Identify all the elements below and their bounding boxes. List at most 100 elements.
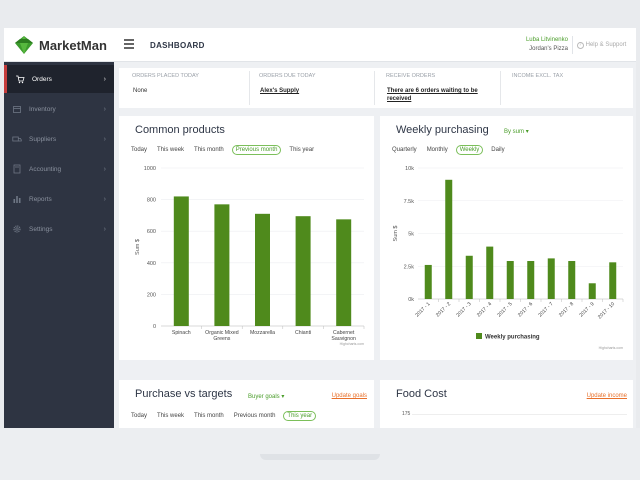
summary-orders-due: ORDERS DUE TODAY Alex's Supply — [246, 68, 376, 108]
gridline — [412, 414, 627, 415]
page-title: DASHBOARD — [150, 41, 205, 50]
y-tick-label: 5k — [408, 232, 414, 238]
buyer-goals-dropdown[interactable]: Buyer goals ▾ — [248, 393, 284, 400]
chevron-right-icon: › — [103, 165, 106, 173]
sidebar-item-label: Reports — [29, 195, 52, 203]
sidebar-item-suppliers[interactable]: Suppliers › — [4, 125, 114, 153]
gear-icon — [13, 225, 21, 233]
sidebar: Orders › Inventory › Suppliers › Account… — [4, 62, 114, 428]
user-name: Luba Litvinenko — [525, 37, 568, 43]
purchase-vs-targets-panel: Purchase vs targets Buyer goals ▾ Update… — [119, 380, 374, 428]
sidebar-item-orders[interactable]: Orders › — [4, 65, 114, 93]
tab-daily[interactable]: Daily — [491, 147, 505, 153]
help-label: Help & Support — [585, 42, 627, 48]
bar — [568, 261, 576, 299]
tab-monthly[interactable]: Monthly — [426, 147, 448, 153]
update-income-link[interactable]: Update income — [586, 393, 627, 399]
chevron-right-icon: › — [103, 75, 106, 83]
bar — [465, 255, 473, 299]
app-name: MarketMan — [39, 37, 107, 53]
y-tick-label: 2.5k — [404, 264, 415, 270]
x-tick-label: 2017 - 8 — [558, 301, 575, 318]
y-tick-label: 800 — [147, 198, 156, 204]
x-tick-label: 2017 - 4 — [476, 301, 493, 318]
summary-label: ORDERS PLACED TODAY — [132, 73, 199, 79]
period-tabs: Today This week This month Previous mont… — [129, 411, 317, 421]
dropdown-label: Buyer goals — [248, 394, 280, 400]
sidebar-item-settings[interactable]: Settings › — [4, 215, 114, 243]
period-tabs: Quarterly Monthly Weekly Daily — [390, 145, 507, 155]
sidebar-item-label: Inventory — [29, 105, 56, 113]
diamond-logo-icon — [15, 36, 33, 54]
summary-label: INCOME EXCL. TAX — [512, 73, 564, 79]
sidebar-item-label: Orders — [32, 75, 52, 83]
tab-previous-month[interactable]: Previous month — [233, 413, 276, 419]
update-goals-link[interactable]: Update goals — [331, 393, 367, 399]
user-info[interactable]: Luba Litvinenko Jordan's Pizza — [526, 36, 568, 54]
bar — [255, 213, 270, 326]
logo[interactable]: MarketMan — [14, 35, 107, 55]
chevron-right-icon: › — [103, 105, 106, 113]
food-cost-panel: Food Cost Update income 175 — [380, 380, 633, 428]
summary-income: INCOME EXCL. TAX — [499, 68, 629, 108]
x-tick-label: Greens — [213, 336, 230, 342]
divider — [500, 71, 501, 105]
x-tick-label: Chianti — [295, 330, 311, 336]
tab-previous-month[interactable]: Previous month — [231, 145, 282, 155]
tab-this-week[interactable]: This week — [157, 147, 185, 153]
help-icon: ? — [576, 41, 584, 49]
panel-title: Purchase vs targets — [135, 388, 233, 400]
legend-swatch — [476, 333, 482, 339]
y-axis-label: Sum $ — [393, 226, 399, 242]
x-tick-label: 2017 - 6 — [517, 301, 534, 318]
sum-dropdown[interactable]: By sum ▾ — [504, 128, 529, 135]
x-tick-label: 2017 - 3 — [455, 301, 472, 318]
tab-this-week[interactable]: This week — [157, 413, 185, 419]
tab-today[interactable]: Today — [131, 147, 148, 153]
tab-this-year[interactable]: This year — [289, 147, 315, 153]
sidebar-item-label: Settings — [29, 225, 53, 233]
x-tick-label: Spinach — [172, 330, 191, 336]
menu-toggle-icon[interactable] — [124, 39, 134, 49]
bar — [214, 204, 230, 326]
y-tick-label: 1000 — [144, 166, 156, 172]
tab-weekly[interactable]: Weekly — [455, 145, 484, 155]
x-tick-label: 2017 - 10 — [597, 301, 616, 320]
calculator-icon — [13, 164, 21, 174]
bar — [336, 219, 352, 326]
tab-this-month[interactable]: This month — [194, 147, 224, 153]
receive-orders-link[interactable]: There are 6 orders waiting to be receive… — [387, 88, 478, 102]
x-tick-label: Organic Mixed — [205, 330, 239, 336]
sidebar-item-inventory[interactable]: Inventory › — [4, 95, 114, 123]
x-tick-label: 2017 - 5 — [496, 301, 513, 318]
panel-title: Common products — [135, 124, 225, 136]
tab-quarterly[interactable]: Quarterly — [392, 147, 417, 153]
divider — [374, 71, 375, 105]
sidebar-item-label: Accounting — [29, 165, 62, 173]
x-tick-label: Cabernet — [333, 330, 355, 336]
y-tick-label: 0 — [153, 324, 156, 330]
tab-today[interactable]: Today — [131, 413, 148, 419]
bar — [547, 258, 555, 299]
tab-this-month[interactable]: This month — [194, 413, 224, 419]
help-support-button[interactable]: ? Help & Support — [572, 36, 630, 54]
summary-label: RECEIVE ORDERS — [386, 73, 436, 79]
bar — [506, 261, 514, 299]
bar — [609, 262, 617, 299]
summary-receive-orders: RECEIVE ORDERS There are 6 orders waitin… — [373, 68, 498, 108]
sidebar-item-accounting[interactable]: Accounting › — [4, 155, 114, 183]
tab-this-year[interactable]: This year — [283, 411, 317, 421]
truck-icon — [12, 136, 22, 142]
top-bar: MarketMan DASHBOARD Luba Litvinenko Jord… — [4, 28, 636, 62]
chevron-right-icon: › — [103, 135, 106, 143]
chevron-right-icon: › — [103, 195, 106, 203]
sidebar-item-label: Suppliers — [29, 135, 57, 143]
orders-due-link[interactable]: Alex's Supply — [260, 88, 300, 94]
dropdown-label: By sum — [504, 129, 525, 135]
sidebar-item-reports[interactable]: Reports › — [4, 185, 114, 213]
bar — [588, 283, 596, 299]
divider — [249, 71, 250, 105]
panel-title: Weekly purchasing — [396, 124, 489, 136]
x-tick-label: 2017 - 9 — [578, 301, 595, 318]
